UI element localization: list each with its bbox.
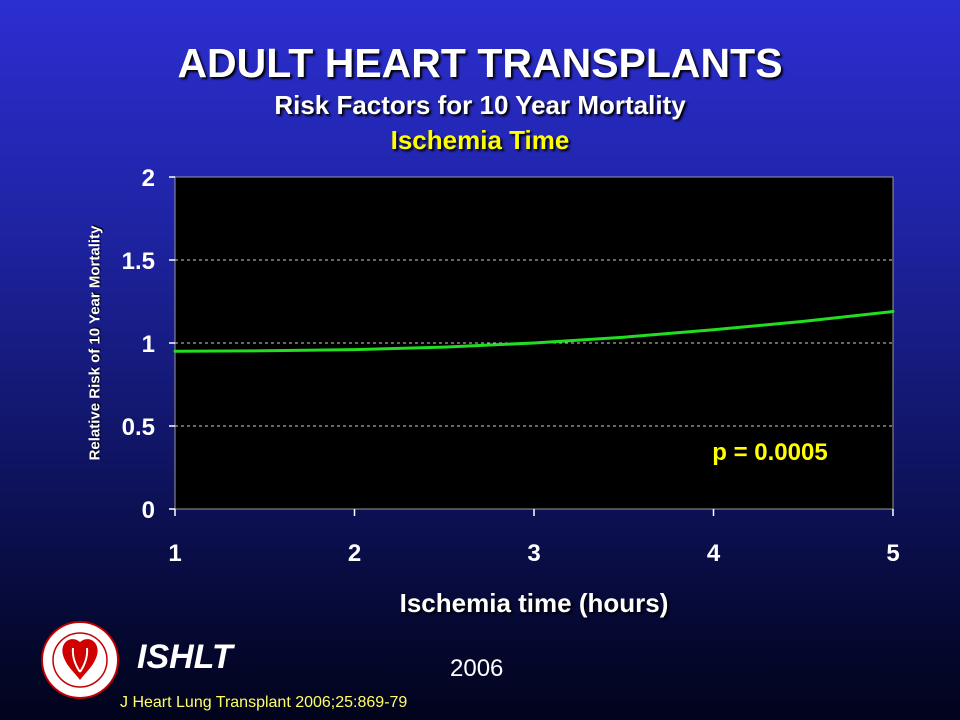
y-tick-label: 1.5 (122, 248, 155, 275)
y-tick-label: 0 (142, 497, 155, 524)
y-tick-label: 2 (142, 165, 155, 192)
y-tick-label: 0.5 (122, 414, 155, 441)
x-tick-label: 1 (168, 540, 181, 567)
slide-title: ADULT HEART TRANSPLANTS (177, 40, 783, 86)
org-name: ISHLT (137, 638, 233, 676)
slide-subtitle: Risk Factors for 10 Year Mortality (274, 90, 686, 120)
y-axis-label-text: Relative Risk of 10 Year Mortality (86, 225, 104, 461)
x-tick-label: 3 (527, 540, 540, 567)
report-year: 2006 (450, 655, 504, 682)
citation: J Heart Lung Transplant 2006;25:869-79 (120, 694, 408, 711)
slide-topic: Ischemia Time (390, 125, 570, 155)
plot-area (174, 176, 894, 510)
y-tick-label: 1 (142, 331, 155, 358)
x-tick-label: 2 (348, 540, 361, 567)
series-line (173, 310, 895, 353)
x-tick-label: 5 (886, 540, 899, 567)
x-tick-label: 4 (707, 540, 721, 567)
p-value-annotation: p = 0.0005 (712, 439, 827, 466)
ishlt-logo-icon (41, 621, 119, 699)
x-axis-label: Ischemia time (hours) (399, 588, 669, 618)
